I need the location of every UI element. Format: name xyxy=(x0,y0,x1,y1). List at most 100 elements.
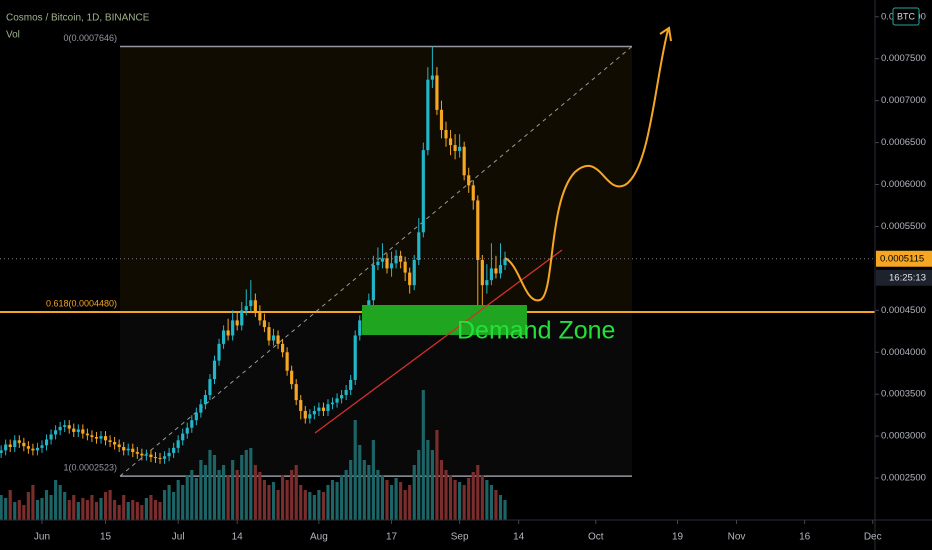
candle-body xyxy=(113,442,117,445)
volume-bar xyxy=(235,470,239,520)
fib-fill xyxy=(120,46,632,313)
projection-arrow xyxy=(659,26,672,42)
candle-body xyxy=(72,428,76,432)
candle-body xyxy=(0,450,3,453)
x-tick-label: 19 xyxy=(672,532,684,543)
x-tick-label: Oct xyxy=(588,532,604,543)
volume-bar xyxy=(312,495,316,520)
volume-bar xyxy=(158,502,162,520)
volume-bar xyxy=(231,460,235,520)
candle-body xyxy=(63,425,67,427)
candle-body xyxy=(99,436,103,439)
candle-body xyxy=(448,138,453,146)
volume-bar xyxy=(13,502,17,520)
candle-body xyxy=(85,433,89,436)
volume-bar xyxy=(40,498,44,520)
candle-body xyxy=(358,320,362,336)
volume-bar xyxy=(126,502,130,520)
volume-bar xyxy=(108,490,112,520)
volume-bar xyxy=(90,495,94,520)
candle-body xyxy=(262,320,267,328)
volume-bar xyxy=(8,490,12,520)
x-tick-label: 17 xyxy=(386,532,398,543)
candle-body xyxy=(258,312,262,321)
y-tick-label: 0.0006500 xyxy=(881,137,926,148)
candle-body xyxy=(267,327,271,341)
candle-body xyxy=(199,404,203,413)
volume-bar xyxy=(122,495,126,520)
candle-body xyxy=(253,300,257,312)
candle-body xyxy=(458,146,462,151)
candle-body xyxy=(444,130,448,139)
volume-bar xyxy=(31,485,35,520)
volume-bar xyxy=(253,465,257,520)
candle-body xyxy=(380,258,385,262)
volume-bar xyxy=(426,440,430,520)
candle-body xyxy=(108,440,112,442)
candle-body xyxy=(349,379,353,390)
candle-body xyxy=(290,370,294,385)
currency-label[interactable]: BTC xyxy=(897,11,916,21)
volume-bar xyxy=(185,475,189,520)
candle-body xyxy=(476,200,480,260)
y-tick-label: 0.0007500 xyxy=(881,53,926,64)
price-label: 0.0005115 xyxy=(880,253,924,264)
y-tick-label: 0.0004500 xyxy=(881,305,926,316)
candle-body xyxy=(208,379,212,396)
volume-bar xyxy=(358,445,362,520)
volume-bar xyxy=(294,465,298,520)
candle-body xyxy=(408,272,412,286)
volume-bar xyxy=(194,478,198,520)
candle-body xyxy=(299,400,303,411)
candle-body xyxy=(249,300,253,307)
volume-bar xyxy=(113,500,117,520)
volume-bar xyxy=(330,480,335,520)
volume-bar xyxy=(503,500,507,520)
volume-bar xyxy=(285,480,289,520)
candle-body xyxy=(271,335,276,341)
candle-body xyxy=(326,404,330,411)
volume-bar xyxy=(453,480,457,520)
volume-bar xyxy=(430,450,434,520)
candle-body xyxy=(194,412,198,421)
candle-body xyxy=(485,280,489,286)
candle-body xyxy=(353,335,357,380)
candle-body xyxy=(67,425,71,429)
volume-bar xyxy=(244,450,248,520)
volume-bar xyxy=(290,470,294,520)
candle-body xyxy=(494,268,498,274)
volume-bar xyxy=(135,502,139,520)
candle-body xyxy=(58,426,62,431)
volume-bar xyxy=(385,480,389,520)
candle-body xyxy=(221,330,226,344)
candle-body xyxy=(135,452,139,454)
x-tick-label: Nov xyxy=(728,532,746,543)
volume-label: Vol xyxy=(6,30,20,41)
volume-bar xyxy=(240,455,244,520)
candle-body xyxy=(167,452,171,457)
x-tick-label: 16 xyxy=(799,532,811,543)
candle-body xyxy=(489,268,493,281)
candle-body xyxy=(49,434,53,440)
volume-bar xyxy=(317,490,321,520)
candle-body xyxy=(81,429,85,434)
volume-bar xyxy=(326,485,330,520)
volume-bar xyxy=(299,485,303,520)
candle-body xyxy=(453,145,457,151)
volume-bar xyxy=(467,478,471,520)
volume-bar xyxy=(162,490,167,520)
y-tick-label: 0.0005500 xyxy=(881,221,926,232)
x-tick-label: 14 xyxy=(232,532,244,543)
countdown-label: 16:25:13 xyxy=(889,272,926,283)
candle-body xyxy=(389,263,394,269)
volume-bar xyxy=(371,440,375,520)
volume-bar xyxy=(212,455,217,520)
volume-bar xyxy=(485,480,489,520)
candle-body xyxy=(217,343,221,361)
x-tick-label: Aug xyxy=(310,532,328,543)
candle-body xyxy=(294,384,298,401)
y-tick-label: 0.0004000 xyxy=(881,347,926,358)
currency-box[interactable] xyxy=(892,7,920,26)
volume-bar xyxy=(417,450,421,520)
volume-bar xyxy=(353,420,357,520)
